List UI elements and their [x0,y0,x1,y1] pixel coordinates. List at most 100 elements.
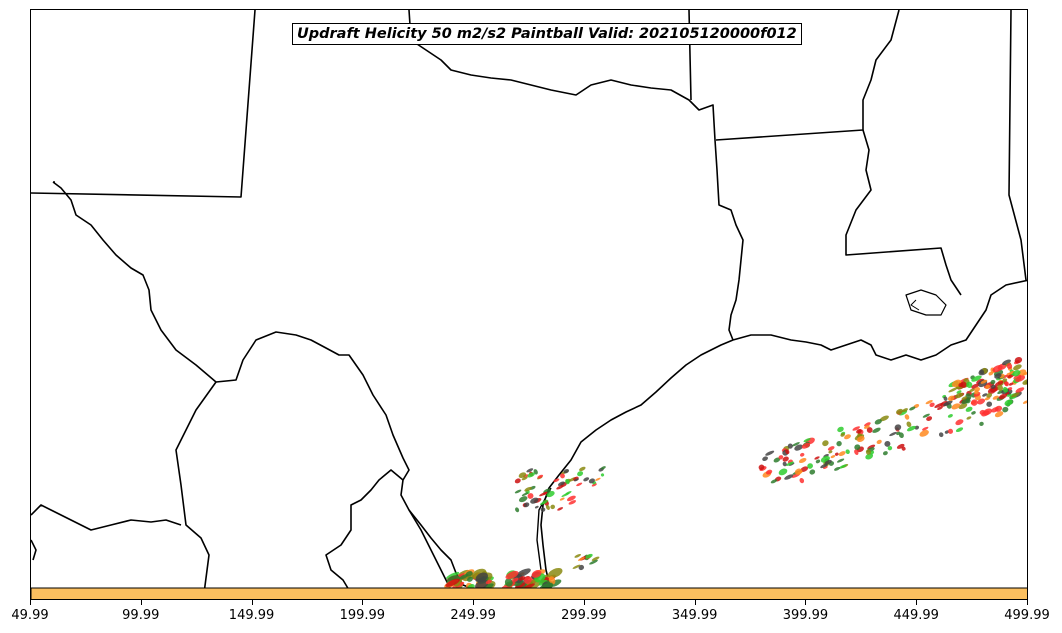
paintball-blob [778,455,784,460]
mexico-small [31,539,37,561]
paintball-blob [510,577,519,583]
paintball-blob [992,365,1003,373]
paintball-blob [1022,400,1027,404]
paintball-blob [838,451,846,457]
paintball-blob [578,557,585,561]
paintball-blob [974,387,980,392]
x-tick-label: 249.99 [450,608,496,623]
paintball-blob [762,456,768,461]
x-tick-mark [805,600,807,605]
paintball-blob [926,416,933,421]
paintball-blob [1004,381,1009,387]
paintball-blob [852,426,860,431]
paintball-blob [518,472,527,479]
map-panel: Updraft Helicity 50 m2/s2 Paintball Vali… [30,9,1028,600]
paintball-blob [600,473,605,477]
nm-tx-border [31,10,256,198]
paintball-blob [1006,363,1013,369]
paintball-blob [961,396,968,401]
paintball-blob [446,571,460,579]
x-tick-mark [1027,600,1028,605]
paintball-blob [505,570,519,580]
paintball-blob [1015,375,1026,383]
paintball-blob [527,493,534,499]
paintball-blob [791,442,800,447]
paintball-blob [475,579,489,590]
x-tick-mark [916,600,918,605]
paintball-blob [1011,392,1020,398]
paintball-blob [955,427,964,433]
paintball-blob [902,408,908,413]
paintball-blob [563,469,570,474]
paintball-blob [958,403,968,410]
paintball-blob [836,440,842,447]
mexico-border-south [31,504,182,531]
x-tick-mark [140,600,142,605]
paintball-blob [550,504,555,510]
paintball-blob [527,472,536,478]
paintball-blob [943,396,948,401]
x-tick-mark [362,600,364,605]
paintball-blob [988,371,994,376]
paintball-blob [557,481,565,487]
paintball-blob [884,440,891,447]
paintball-blob [844,434,851,440]
paintball-blob [553,478,560,483]
paintball-blob [879,415,889,422]
paintball-blob [986,401,993,407]
barrier-island [536,487,552,571]
paintball-blob [906,425,916,432]
paintball-blob [579,466,586,472]
paintball-blob [523,502,530,508]
paintball-blob [591,556,600,561]
x-tick-mark [30,600,31,605]
paintball-blob [514,489,522,494]
paintball-blob [994,380,1004,387]
lake [905,289,947,316]
paintball-blob [798,457,807,464]
paintball-blob [548,576,556,585]
paintball-blob [934,402,944,408]
paintball-blob [583,477,590,482]
paintball-blob [969,388,975,393]
paintball-blob [521,476,528,481]
paintball-blob [1014,356,1023,364]
paintball-blob [874,419,882,425]
paintball-blob [787,443,793,449]
paintball-blob [958,382,964,388]
paintball-blob [965,406,973,412]
paintball-blob [954,392,964,399]
paintball-blob [568,500,577,505]
paintball-blob [600,466,606,470]
paintball-blob [971,375,982,382]
paintball-blob [573,478,579,482]
paintball-blob [758,464,765,471]
paintball-blob [828,450,833,454]
paintball-blob [838,464,847,469]
paintball-blob [1008,370,1015,375]
paintball-blob [765,469,773,475]
mexico-border-center [325,469,404,599]
paintball-blob [951,403,961,410]
paintball-blob [901,446,906,451]
paintball-blob [980,379,988,384]
paintball-blob [557,507,564,511]
x-tick-mark [583,600,585,605]
paintball-blob [979,369,985,375]
paintball-blob [566,495,576,502]
mexico-border-west [175,381,217,599]
paintball-blob [834,466,841,471]
x-tick-label: 99.99 [122,608,160,623]
paintball-blob [865,453,874,460]
paintball-blob [518,496,528,503]
paintball-blob [979,421,984,427]
paintball-blob [514,478,521,484]
paintball-blob [822,440,829,447]
paintball-blob [547,567,563,579]
paintball-swaths [444,356,1027,592]
paintball-blob [518,576,526,581]
paintball-blob [565,491,572,495]
texas-coast [540,339,734,591]
paintball-blob [576,482,583,487]
paintball-blob [1008,382,1014,386]
